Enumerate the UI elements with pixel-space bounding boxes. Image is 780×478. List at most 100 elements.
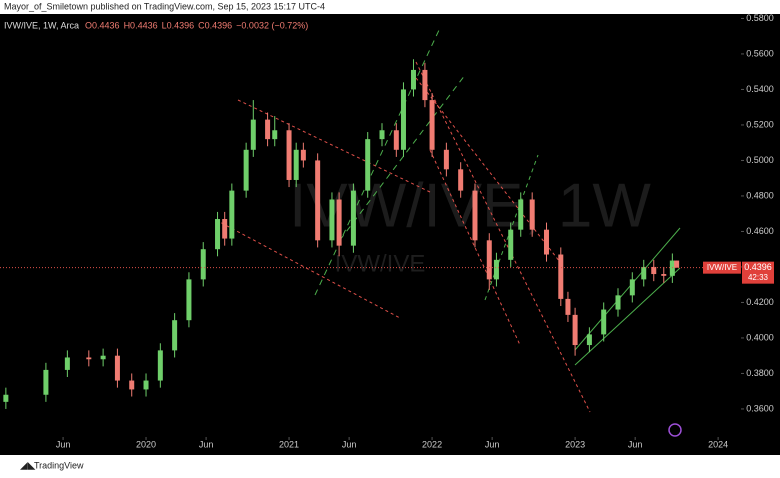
candle-body <box>641 266 647 280</box>
channel-line <box>574 227 681 351</box>
candle-body <box>615 295 621 310</box>
candle-body <box>518 199 524 230</box>
y-tick-label: 0.4800 <box>746 190 774 200</box>
y-tick-label: 0.4600 <box>746 226 774 236</box>
symbol-tag-box <box>703 261 741 274</box>
y-tick-label: 0.4200 <box>746 297 774 307</box>
ohlc-label: L0.4396 <box>162 20 195 30</box>
candle-body <box>486 240 492 280</box>
y-tick-label: 0.4000 <box>746 332 774 342</box>
y-tick-label: 0.5600 <box>746 48 774 58</box>
x-tick-label: 2022 <box>422 439 442 449</box>
x-tick-label: 2023 <box>565 439 585 449</box>
candle-body <box>229 190 235 239</box>
candle-body <box>508 229 514 260</box>
candle-body <box>493 259 499 280</box>
candle-body <box>400 89 406 150</box>
candle-body <box>272 130 278 140</box>
candle-body <box>186 279 192 321</box>
event-icon[interactable] <box>668 423 682 437</box>
candle-body <box>329 199 335 241</box>
candle-body <box>543 229 549 255</box>
footer-brand: TradingView <box>34 460 84 470</box>
y-tick-label: 0.5000 <box>746 155 774 165</box>
y-tick-label: 0.5400 <box>746 84 774 94</box>
candle-body <box>443 149 449 170</box>
logo-mark: ◢◣ <box>20 461 36 472</box>
x-tick-label: Jun <box>199 439 214 449</box>
price-tag: 0.4396 <box>744 262 772 272</box>
x-tick-label: 2021 <box>279 439 299 449</box>
candle-body <box>458 169 464 191</box>
trend-line <box>484 154 539 301</box>
candle-body <box>558 254 564 299</box>
candle-body <box>572 314 578 346</box>
y-tick-label: 0.3600 <box>746 403 774 413</box>
candle-body <box>393 130 399 150</box>
candle-body <box>243 149 249 191</box>
ohlc-label: C0.4396 <box>198 20 232 30</box>
watermark: IVW/IVE, 1W <box>289 171 651 240</box>
candle-body <box>143 380 149 390</box>
candle-body <box>293 149 299 180</box>
candle-body <box>661 274 667 276</box>
x-tick-label: Jun <box>56 439 71 449</box>
trend-line <box>415 61 591 413</box>
x-tick-label: Jun <box>342 439 357 449</box>
candle-body <box>410 69 416 90</box>
candle-body <box>472 190 478 241</box>
candle-body <box>129 380 135 390</box>
candle-body <box>651 266 657 275</box>
candle-body <box>215 219 221 250</box>
y-tick-label: 0.5800 <box>746 13 774 23</box>
x-tick-label: 2024 <box>708 439 728 449</box>
watermark-sub: IVW/IVE <box>335 250 426 277</box>
channel-line <box>574 267 681 366</box>
candle-body <box>669 260 675 276</box>
candle-body <box>336 199 342 246</box>
publisher-line: Mayor_of_Smiletown published on TradingV… <box>4 1 325 11</box>
candle-body <box>100 355 106 360</box>
ohlc-label: −0.0032 (−0.72%) <box>236 20 308 30</box>
ohlc-label: O0.4436 <box>85 20 120 30</box>
candle-body <box>365 139 371 191</box>
candle-body <box>200 249 206 280</box>
candle-body <box>43 369 49 395</box>
candle-body <box>674 260 680 268</box>
y-tick-label: 0.5200 <box>746 119 774 129</box>
candle-body <box>222 219 228 239</box>
candle-body <box>265 119 271 140</box>
trend-line <box>314 27 441 296</box>
y-tick-label: 0.3800 <box>746 368 774 378</box>
candle-body <box>250 119 256 150</box>
price-tag-box <box>742 261 774 284</box>
candle-body <box>429 100 435 150</box>
x-tick-label: Jun <box>628 439 643 449</box>
x-tick-label: 2020 <box>136 439 156 449</box>
candle-body <box>601 309 607 335</box>
candle-body <box>422 69 428 101</box>
candle-body <box>315 160 321 241</box>
trend-drawings <box>215 27 681 413</box>
candle-body <box>586 334 592 346</box>
candle-body <box>157 350 163 381</box>
candle-body <box>114 355 120 381</box>
candle-body <box>286 130 292 180</box>
symbol-tag: IVW/IVE <box>707 263 737 272</box>
candle-body <box>172 320 178 351</box>
trend-line <box>339 74 466 241</box>
candle-body <box>379 130 385 140</box>
ohlc-label: H0.4436 <box>124 20 158 30</box>
candle-body <box>86 357 92 360</box>
candle-body <box>3 394 9 402</box>
x-tick-label: Jun <box>485 439 500 449</box>
candle-body <box>350 190 356 246</box>
symbol-label: IVW/IVE, 1W, Arca <box>4 20 79 30</box>
candle-body <box>300 149 306 161</box>
candle-body <box>629 279 635 296</box>
candle-body <box>565 298 571 315</box>
candle-body <box>64 357 70 370</box>
candle-body <box>529 199 535 230</box>
